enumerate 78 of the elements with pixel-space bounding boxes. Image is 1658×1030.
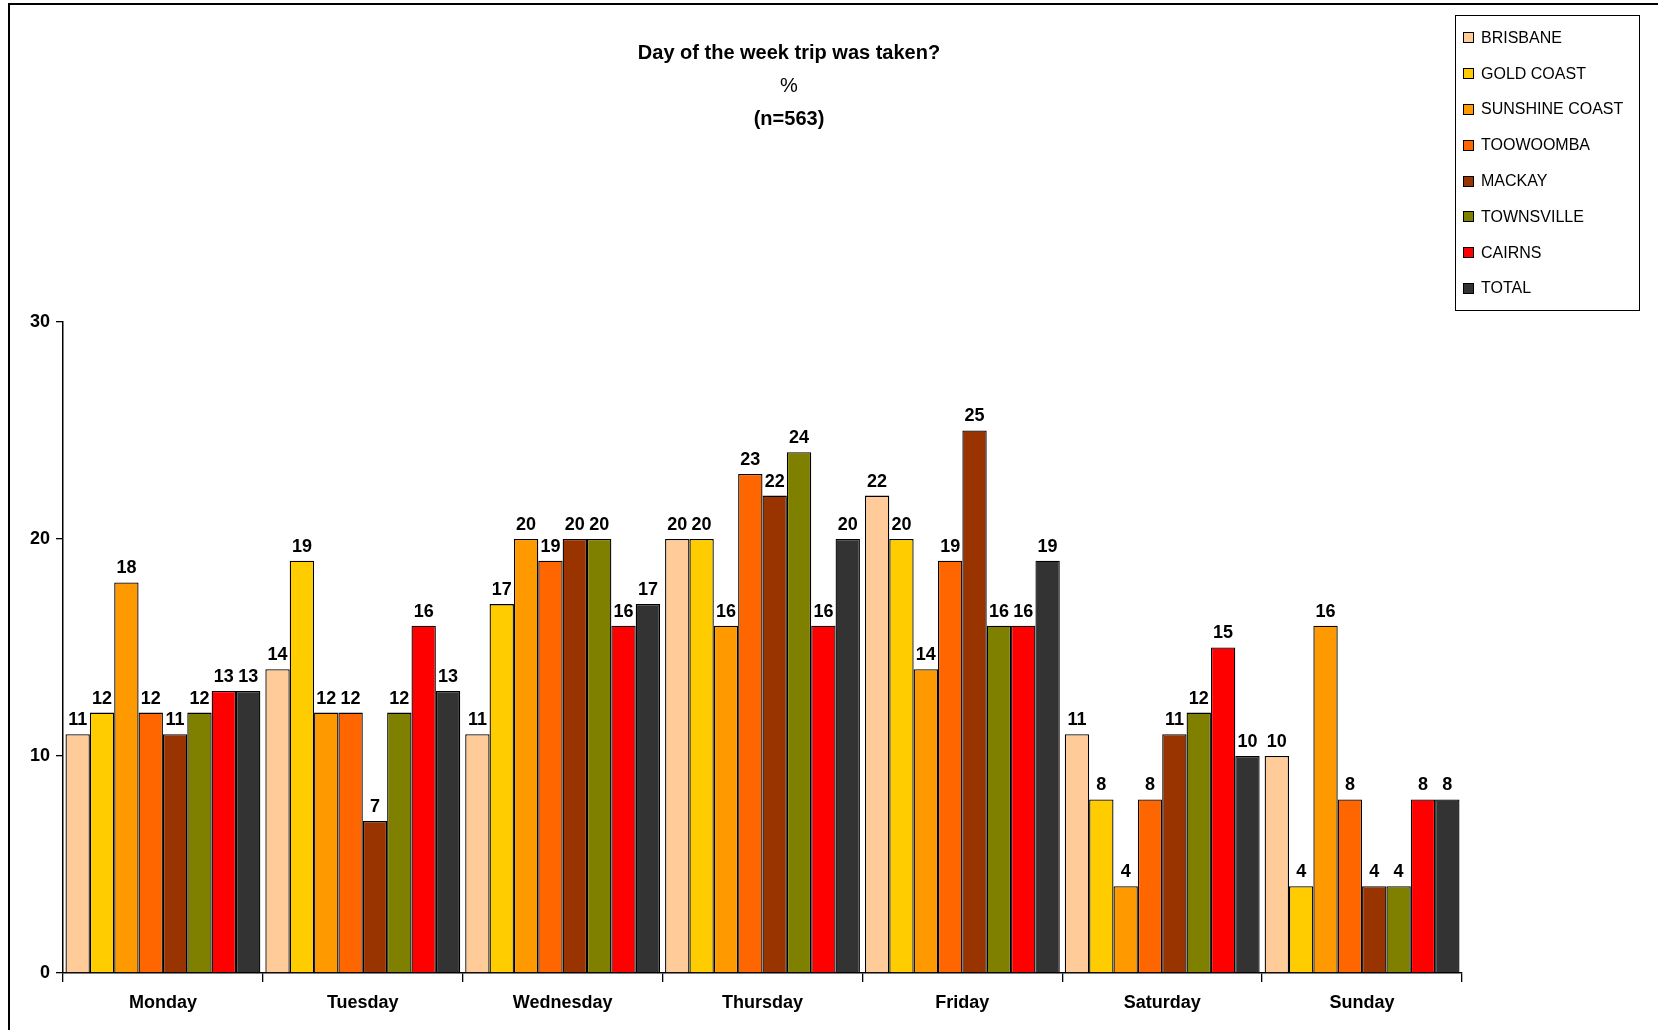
legend-label: GOLD COAST [1481, 64, 1586, 83]
data-label: 8 [1096, 774, 1107, 795]
data-label: 11 [1164, 709, 1184, 730]
data-label: 11 [165, 709, 185, 730]
x-tick-label: Wednesday [512, 991, 613, 1012]
data-label: 23 [740, 448, 761, 469]
data-label: 16 [813, 600, 834, 621]
data-label: 16 [613, 600, 634, 621]
data-label: 7 [369, 796, 380, 817]
data-label: 12 [389, 687, 410, 708]
x-tick-label: Thursday [721, 991, 804, 1012]
x-tick-label: Friday [935, 991, 990, 1012]
data-label: 8 [1442, 774, 1453, 795]
legend-label: MACKAY [1481, 172, 1548, 191]
data-label: 25 [964, 405, 985, 426]
y-tick-label: 20 [29, 527, 50, 548]
legend-label: TOOWOOMBA [1481, 136, 1591, 155]
data-label: 19 [291, 535, 312, 556]
text: (n=563) [752, 106, 826, 131]
data-label: 19 [540, 535, 561, 556]
data-label: 12 [1188, 687, 1209, 708]
data-label: 12 [189, 687, 210, 708]
x-tick-label: Monday [128, 991, 197, 1012]
data-label: 16 [1013, 600, 1034, 621]
data-label: 14 [267, 644, 288, 665]
data-label: 14 [915, 644, 936, 665]
data-label: 4 [1120, 861, 1131, 882]
y-tick-label: 30 [29, 310, 50, 331]
data-label: 4 [1369, 861, 1380, 882]
data-label: 15 [1213, 622, 1234, 643]
data-label: 20 [891, 513, 912, 534]
data-label: 20 [667, 513, 688, 534]
chart-subtitle: % [779, 73, 799, 98]
legend-label: TOWNSVILLE [1481, 207, 1584, 226]
data-label: 4 [1393, 861, 1404, 882]
data-label: 12 [92, 687, 113, 708]
x-tick-label: Saturday [1123, 991, 1201, 1012]
data-label: 20 [837, 513, 858, 534]
legend-label: CAIRNS [1481, 243, 1542, 262]
data-label: 11 [467, 709, 487, 730]
legend-label: TOTAL [1481, 279, 1532, 298]
data-label: 8 [1344, 774, 1355, 795]
data-label: 17 [491, 579, 512, 600]
data-label: 8 [1417, 774, 1428, 795]
x-tick-label: Tuesday [326, 991, 399, 1012]
legend-label: SUNSHINE COAST [1481, 100, 1624, 119]
data-label: 16 [1315, 600, 1336, 621]
data-label: 18 [116, 557, 137, 578]
data-label: 16 [988, 600, 1009, 621]
data-label: 11 [68, 709, 88, 730]
data-label: 13 [438, 665, 459, 686]
data-label: 19 [1037, 535, 1058, 556]
data-label: 12 [140, 687, 161, 708]
data-label: 10 [1237, 730, 1258, 751]
data-label: 16 [715, 600, 736, 621]
data-label: 22 [867, 470, 888, 491]
data-label: 12 [316, 687, 337, 708]
y-tick-label: 10 [29, 744, 50, 765]
legend-label: BRISBANE [1481, 28, 1562, 47]
data-label: 10 [1266, 730, 1287, 751]
data-label: 13 [213, 665, 234, 686]
data-label: 17 [637, 579, 658, 600]
data-label: 20 [691, 513, 712, 534]
data-label: 12 [340, 687, 361, 708]
data-label: 24 [789, 427, 810, 448]
chart-title: Day of the week trip was taken? [636, 40, 942, 65]
data-label: 20 [589, 513, 610, 534]
data-label: 13 [238, 665, 259, 686]
data-label: 20 [564, 513, 585, 534]
data-label: 19 [940, 535, 961, 556]
data-label: 4 [1296, 861, 1307, 882]
data-label: 11 [1067, 709, 1087, 730]
y-tick-label: 0 [39, 961, 50, 982]
data-label: 8 [1145, 774, 1156, 795]
data-label: 20 [516, 513, 537, 534]
data-label: 22 [764, 470, 785, 491]
x-tick-label: Sunday [1329, 991, 1395, 1012]
data-label: 16 [413, 600, 434, 621]
